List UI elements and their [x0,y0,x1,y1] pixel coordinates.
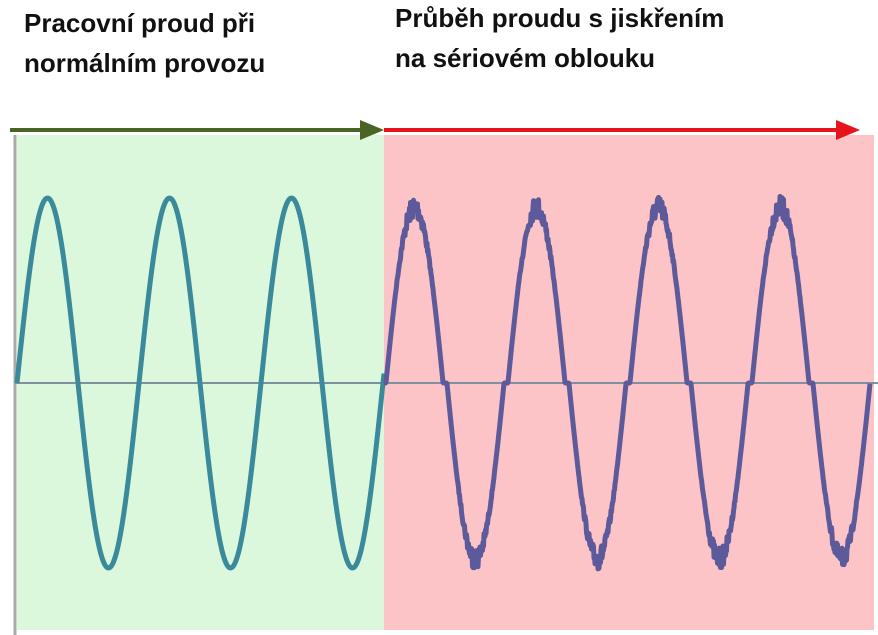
normal-arrow-head [360,120,384,140]
arc-arrow-head [836,120,860,140]
right-label: Průběh proudu s jiskřením [395,3,724,33]
right-label: na sériovém oblouku [395,43,655,73]
normal-waveform [14,195,387,571]
arc-waveform [382,194,873,572]
left-label: normálním provozu [24,48,265,78]
left-label: Pracovní proud při [24,8,255,38]
